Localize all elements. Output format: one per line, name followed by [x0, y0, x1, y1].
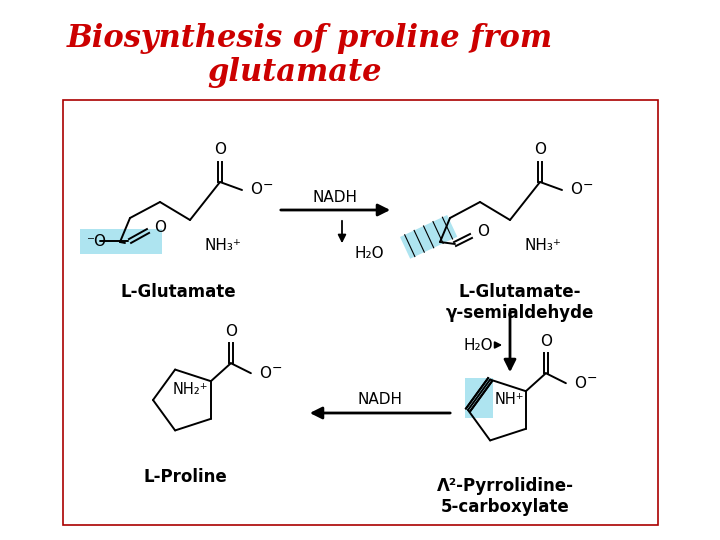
Text: NH₃⁺: NH₃⁺ [204, 238, 241, 253]
Text: L-Glutamate: L-Glutamate [120, 283, 236, 301]
Text: −: − [583, 179, 593, 192]
Text: O: O [574, 376, 586, 391]
Text: −: − [263, 179, 274, 192]
Text: −: − [587, 372, 598, 384]
Text: O: O [259, 366, 271, 381]
Text: O: O [540, 334, 552, 349]
Text: Λ²-Pyrrolidine-
5-carboxylate: Λ²-Pyrrolidine- 5-carboxylate [436, 477, 574, 516]
Text: H₂O: H₂O [355, 246, 384, 261]
Text: O: O [534, 142, 546, 157]
Text: O: O [154, 219, 166, 234]
Text: O: O [250, 183, 262, 198]
Text: Biosynthesis of proline from: Biosynthesis of proline from [67, 23, 553, 53]
Text: O: O [214, 142, 226, 157]
Text: NH⁺: NH⁺ [495, 392, 525, 407]
Bar [465, 377, 493, 418]
Text: NH₃⁺: NH₃⁺ [524, 238, 561, 253]
Bar [63, 100, 658, 525]
Text: NADH: NADH [358, 393, 402, 408]
Text: L-Proline: L-Proline [143, 468, 227, 486]
Text: L-Glutamate-
γ-semialdehyde: L-Glutamate- γ-semialdehyde [446, 283, 594, 322]
Text: O: O [570, 183, 582, 198]
Text: O: O [225, 324, 237, 339]
Bar [80, 229, 162, 254]
Text: O: O [477, 225, 489, 240]
Text: H₂O: H₂O [464, 338, 493, 353]
Text: NADH: NADH [312, 190, 358, 205]
Text: ⁻O: ⁻O [87, 233, 107, 248]
Text: −: − [272, 362, 282, 375]
Polygon shape [400, 215, 457, 259]
Text: glutamate: glutamate [208, 57, 382, 89]
Text: NH₂⁺: NH₂⁺ [173, 382, 209, 396]
